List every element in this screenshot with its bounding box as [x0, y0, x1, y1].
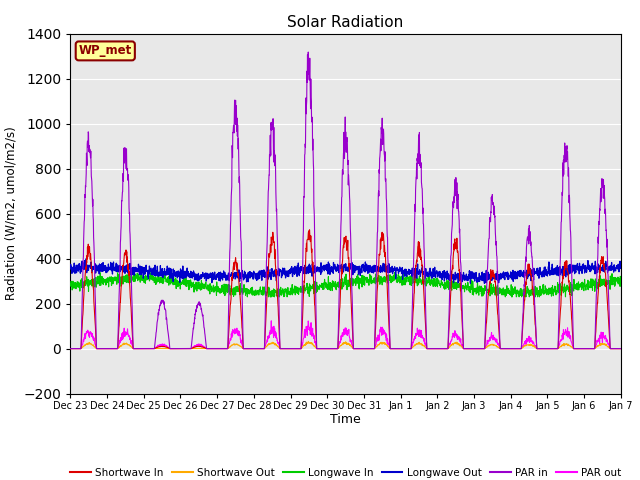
X-axis label: Time: Time [330, 413, 361, 426]
Y-axis label: Radiation (W/m2, umol/m2/s): Radiation (W/m2, umol/m2/s) [5, 127, 18, 300]
Text: WP_met: WP_met [79, 44, 132, 58]
Legend: Shortwave In, Shortwave Out, Longwave In, Longwave Out, PAR in, PAR out: Shortwave In, Shortwave Out, Longwave In… [66, 464, 625, 480]
Title: Solar Radiation: Solar Radiation [287, 15, 404, 30]
